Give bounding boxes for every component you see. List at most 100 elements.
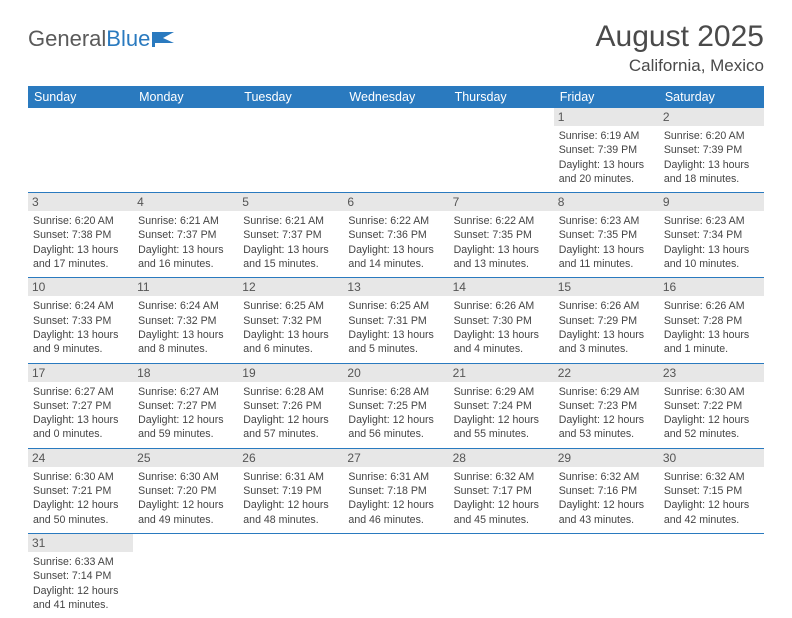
day-info: Sunrise: 6:25 AMSunset: 7:32 PMDaylight:…: [243, 299, 338, 356]
calendar-head: SundayMondayTuesdayWednesdayThursdayFrid…: [28, 86, 764, 108]
day-number: 14: [449, 278, 554, 296]
day-info: Sunrise: 6:26 AMSunset: 7:30 PMDaylight:…: [454, 299, 549, 356]
daylight: Daylight: 13 hours and 11 minutes.: [559, 243, 654, 272]
sunrise: Sunrise: 6:23 AM: [559, 214, 654, 228]
calendar-cell: 27Sunrise: 6:31 AMSunset: 7:18 PMDayligh…: [343, 448, 448, 533]
day-number: 20: [343, 364, 448, 382]
sunrise: Sunrise: 6:31 AM: [348, 470, 443, 484]
sunset: Sunset: 7:37 PM: [138, 228, 233, 242]
day-info: Sunrise: 6:30 AMSunset: 7:22 PMDaylight:…: [664, 385, 759, 442]
sunset: Sunset: 7:28 PM: [664, 314, 759, 328]
day-info: Sunrise: 6:20 AMSunset: 7:38 PMDaylight:…: [33, 214, 128, 271]
sunrise: Sunrise: 6:25 AM: [243, 299, 338, 313]
sunrise: Sunrise: 6:21 AM: [138, 214, 233, 228]
calendar-table: SundayMondayTuesdayWednesdayThursdayFrid…: [28, 86, 764, 618]
calendar-cell: 1Sunrise: 6:19 AMSunset: 7:39 PMDaylight…: [554, 108, 659, 193]
day-info: Sunrise: 6:22 AMSunset: 7:36 PMDaylight:…: [348, 214, 443, 271]
sunset: Sunset: 7:32 PM: [243, 314, 338, 328]
sunrise: Sunrise: 6:20 AM: [33, 214, 128, 228]
calendar-cell: 2Sunrise: 6:20 AMSunset: 7:39 PMDaylight…: [659, 108, 764, 193]
daylight: Daylight: 13 hours and 4 minutes.: [454, 328, 549, 357]
calendar-cell: 17Sunrise: 6:27 AMSunset: 7:27 PMDayligh…: [28, 363, 133, 448]
logo-text-2: Blue: [106, 26, 150, 52]
calendar-cell: 31 Sunrise: 6:33 AMSunset: 7:14 PMDayligh…: [28, 533, 133, 618]
calendar-cell: 5Sunrise: 6:21 AMSunset: 7:37 PMDaylight…: [238, 193, 343, 278]
day-info: Sunrise: 6:25 AMSunset: 7:31 PMDaylight:…: [348, 299, 443, 356]
day-info: Sunrise: 6:21 AMSunset: 7:37 PMDaylight:…: [138, 214, 233, 271]
daylight: Daylight: 13 hours and 17 minutes.: [33, 243, 128, 272]
sunrise: Sunrise: 6:22 AM: [454, 214, 549, 228]
daylight: Daylight: 13 hours and 8 minutes.: [138, 328, 233, 357]
day-number: 10: [28, 278, 133, 296]
sunrise: Sunrise: 6:28 AM: [243, 385, 338, 399]
title-block: August 2025 California, Mexico: [596, 20, 764, 76]
day-info: Sunrise: 6:21 AMSunset: 7:37 PMDaylight:…: [243, 214, 338, 271]
sunset: Sunset: 7:38 PM: [33, 228, 128, 242]
calendar-cell: [238, 533, 343, 618]
day-info: Sunrise: 6:32 AMSunset: 7:17 PMDaylight:…: [454, 470, 549, 527]
sunset: Sunset: 7:17 PM: [454, 484, 549, 498]
sunrise: Sunrise: 6:27 AM: [138, 385, 233, 399]
sunset: Sunset: 7:30 PM: [454, 314, 549, 328]
day-info: Sunrise: 6:32 AMSunset: 7:15 PMDaylight:…: [664, 470, 759, 527]
day-info: Sunrise: 6:30 AMSunset: 7:20 PMDaylight:…: [138, 470, 233, 527]
day-number: 29: [554, 449, 659, 467]
header: GeneralBlue August 2025 California, Mexi…: [28, 20, 764, 76]
day-info: Sunrise: 6:26 AMSunset: 7:29 PMDaylight:…: [559, 299, 654, 356]
daylight: Daylight: 13 hours and 18 minutes.: [664, 158, 759, 187]
calendar-cell: [343, 533, 448, 618]
sunrise: Sunrise: 6:26 AM: [454, 299, 549, 313]
day-header: Friday: [554, 86, 659, 108]
sunset: Sunset: 7:25 PM: [348, 399, 443, 413]
day-number: 25: [133, 449, 238, 467]
daylight: Daylight: 13 hours and 15 minutes.: [243, 243, 338, 272]
calendar-cell: [238, 108, 343, 193]
sunset: Sunset: 7:22 PM: [664, 399, 759, 413]
day-info: Sunrise: 6:31 AMSunset: 7:19 PMDaylight:…: [243, 470, 338, 527]
sunrise: Sunrise: 6:30 AM: [33, 470, 128, 484]
day-number: 16: [659, 278, 764, 296]
calendar-cell: [343, 108, 448, 193]
day-number: 3: [28, 193, 133, 211]
sunrise: Sunrise: 6:32 AM: [454, 470, 549, 484]
daylight: Daylight: 12 hours and 43 minutes.: [559, 498, 654, 527]
daylight: Daylight: 12 hours and 53 minutes.: [559, 413, 654, 442]
day-number: 19: [238, 364, 343, 382]
day-number: 31: [28, 534, 133, 552]
day-number: 4: [133, 193, 238, 211]
calendar-cell: 6Sunrise: 6:22 AMSunset: 7:36 PMDaylight…: [343, 193, 448, 278]
day-number: 22: [554, 364, 659, 382]
sunrise: Sunrise: 6:29 AM: [454, 385, 549, 399]
calendar-cell: [28, 108, 133, 193]
day-header: Monday: [133, 86, 238, 108]
day-number: 13: [343, 278, 448, 296]
day-header: Wednesday: [343, 86, 448, 108]
calendar-cell: 19Sunrise: 6:28 AMSunset: 7:26 PMDayligh…: [238, 363, 343, 448]
logo-text-1: General: [28, 26, 106, 52]
day-number: 21: [449, 364, 554, 382]
calendar-cell: [554, 533, 659, 618]
sunset: Sunset: 7:14 PM: [33, 569, 128, 583]
day-info: Sunrise: 6:33 AMSunset: 7:14 PMDaylight:…: [33, 555, 128, 612]
sunset: Sunset: 7:39 PM: [664, 143, 759, 157]
sunrise: Sunrise: 6:23 AM: [664, 214, 759, 228]
calendar-cell: [133, 533, 238, 618]
day-number: 18: [133, 364, 238, 382]
sunset: Sunset: 7:20 PM: [138, 484, 233, 498]
daylight: Daylight: 12 hours and 50 minutes.: [33, 498, 128, 527]
day-info: Sunrise: 6:23 AMSunset: 7:35 PMDaylight:…: [559, 214, 654, 271]
sunrise: Sunrise: 6:20 AM: [664, 129, 759, 143]
calendar-cell: 15Sunrise: 6:26 AMSunset: 7:29 PMDayligh…: [554, 278, 659, 363]
daylight: Daylight: 12 hours and 52 minutes.: [664, 413, 759, 442]
day-header: Saturday: [659, 86, 764, 108]
logo: GeneralBlue: [28, 20, 178, 52]
sunset: Sunset: 7:15 PM: [664, 484, 759, 498]
calendar-cell: 10Sunrise: 6:24 AMSunset: 7:33 PMDayligh…: [28, 278, 133, 363]
calendar-cell: 14 Sunrise: 6:26 AMSunset: 7:30 PMDayligh…: [449, 278, 554, 363]
day-number: 1: [554, 108, 659, 126]
daylight: Daylight: 13 hours and 6 minutes.: [243, 328, 338, 357]
sunrise: Sunrise: 6:24 AM: [33, 299, 128, 313]
day-number: 26: [238, 449, 343, 467]
logo-flag-icon: [152, 27, 178, 45]
day-info: Sunrise: 6:29 AMSunset: 7:23 PMDaylight:…: [559, 385, 654, 442]
